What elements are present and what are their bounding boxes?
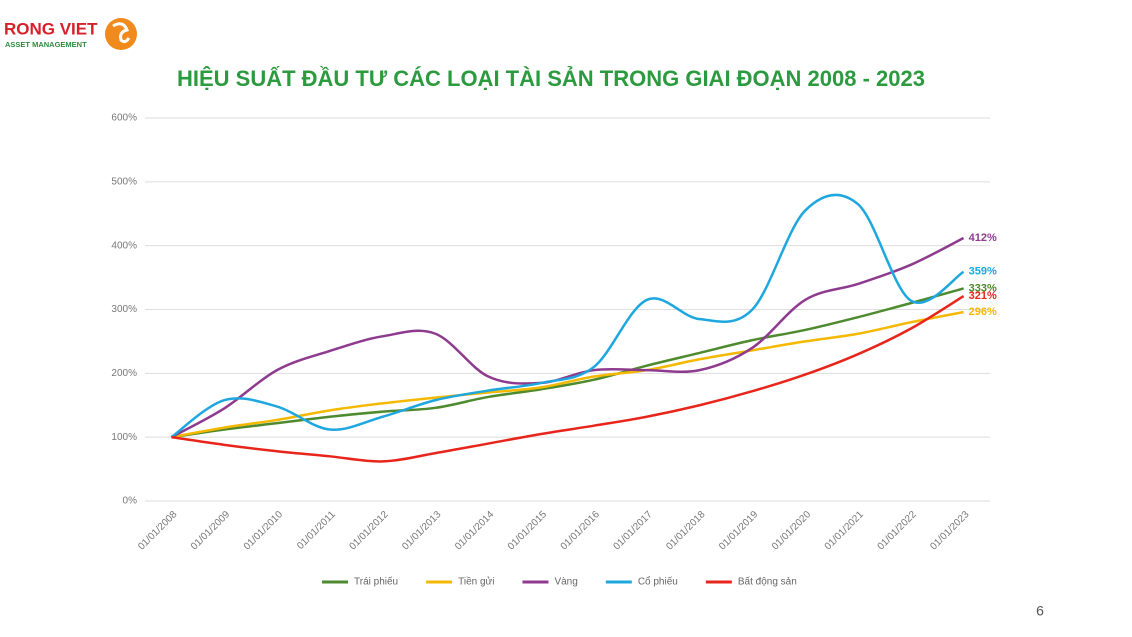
legend-label: Vàng: [554, 577, 577, 588]
line-series: [171, 310, 964, 439]
logo-dragon: [112, 22, 131, 44]
line-series: [170, 193, 965, 439]
data-label: 412%: [969, 232, 997, 244]
legend-label: Trái phiếu: [354, 576, 398, 588]
y-tick-label: 400%: [111, 240, 137, 251]
y-tick-label: 500%: [111, 176, 137, 187]
legend-label: Cổ phiếu: [638, 576, 678, 588]
y-tick-label: 0%: [123, 496, 138, 507]
legend-label: Tiền gửi: [458, 576, 494, 588]
data-label: 321%: [969, 290, 997, 302]
data-label: 359%: [969, 266, 997, 278]
data-label: 296%: [969, 306, 997, 318]
y-tick-label: 600%: [111, 113, 137, 124]
y-tick-label: 100%: [111, 432, 137, 443]
y-tick-label: 200%: [111, 368, 137, 379]
legend-label: Bất động sản: [738, 576, 797, 588]
line-series: [171, 295, 965, 463]
y-tick-label: 300%: [111, 304, 137, 315]
data-label: 333%: [969, 282, 997, 294]
page-number: 6: [1036, 603, 1044, 619]
logo-text: RONG VIET: [4, 19, 98, 38]
logo-subtext: ASSET MANAGEMENT: [5, 40, 87, 49]
chart-title: HIỆU SUẤT ĐẦU TƯ CÁC LOẠI TÀI SẢN TRONG …: [177, 66, 925, 91]
